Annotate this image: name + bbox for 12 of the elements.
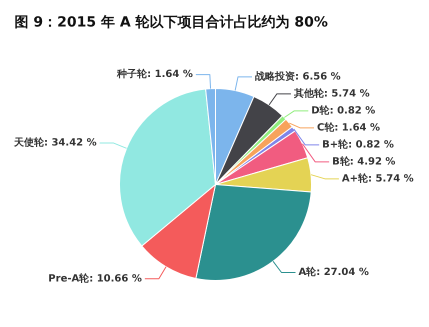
slice-label: Pre-A轮: 10.66 %: [48, 272, 142, 284]
slice-label: 种子轮: 1.64 %: [116, 68, 193, 80]
slice-label: B轮: 4.92 %: [332, 155, 396, 168]
slice-label: 其他轮: 5.74 %: [292, 87, 370, 100]
chart-title: 图 9：2015 年 A 轮以下项目合计占比约为 80%: [14, 14, 328, 30]
slice-label: 战略投资: 6.56 %: [255, 70, 341, 82]
slice-label: 天使轮: 34.42 %: [13, 136, 97, 149]
slice-label: D轮: 0.82 %: [311, 104, 376, 116]
slice-label: B+轮: 0.82 %: [322, 138, 394, 150]
slice-label: A+轮: 5.74 %: [342, 172, 414, 184]
slice-label: A轮: 27.04 %: [298, 266, 369, 278]
slice-label: C轮: 1.64 %: [316, 121, 380, 134]
